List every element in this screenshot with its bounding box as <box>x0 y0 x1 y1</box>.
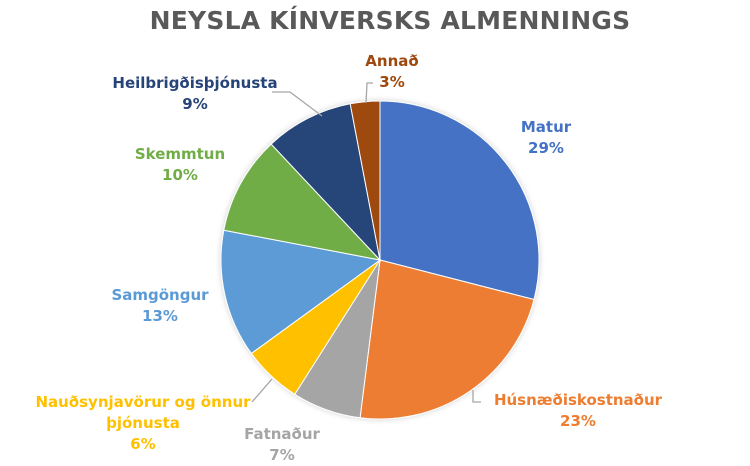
pie-slice-samg-ngur <box>220 229 382 355</box>
pie-slice-heilbrig-is-j-nusta <box>270 103 381 262</box>
label-naudsynjavorur: Nauðsynjavörur og önnur þjónusta 6% <box>35 393 251 453</box>
leader-line-naudsynjavorur <box>251 378 273 403</box>
label-matur: Matur 29% <box>520 118 572 157</box>
pie-slice-h-sn-iskostna-ur <box>359 259 535 420</box>
leader-line-husnaedis <box>472 390 481 403</box>
label-husnaediskostnadur: Húsnæðiskostnaður 23% <box>493 391 663 430</box>
label-skemmtun: Skemmtun 10% <box>134 145 226 184</box>
label-heilbrigdisthjonusta: Heilbrigðisþjónusta 9% <box>112 74 278 113</box>
leader-lines <box>251 82 481 403</box>
pie-slice-matur <box>379 100 540 301</box>
label-annad: Annað 3% <box>365 52 419 91</box>
label-samgongur: Samgöngur 13% <box>111 286 209 325</box>
pie-slice-skemmtun <box>223 143 382 261</box>
label-fatnadur: Fatnaður 7% <box>244 425 320 464</box>
leader-line-annad <box>365 82 373 104</box>
pie-slice-anna- <box>349 100 381 261</box>
leader-line-heilbrigdis <box>272 91 323 117</box>
chart-title: NEYSLA KÍNVERSKS ALMENNINGS <box>149 6 631 35</box>
